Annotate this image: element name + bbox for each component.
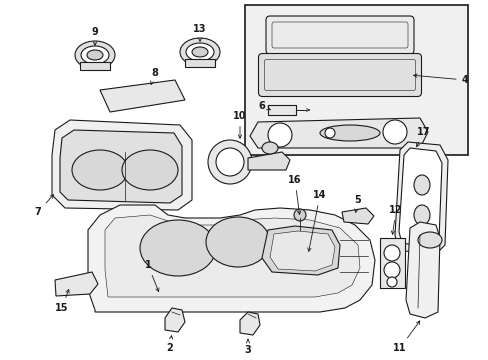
Ellipse shape bbox=[319, 125, 379, 141]
Ellipse shape bbox=[81, 46, 109, 64]
Text: 14: 14 bbox=[307, 190, 326, 251]
Text: 3: 3 bbox=[244, 339, 251, 355]
Polygon shape bbox=[52, 120, 192, 210]
Polygon shape bbox=[405, 222, 439, 318]
Text: 16: 16 bbox=[287, 175, 301, 214]
Text: 10: 10 bbox=[233, 111, 246, 138]
Polygon shape bbox=[249, 118, 427, 148]
Text: 17: 17 bbox=[416, 127, 430, 147]
Polygon shape bbox=[164, 308, 184, 332]
Polygon shape bbox=[60, 130, 182, 203]
Text: 8: 8 bbox=[150, 68, 158, 85]
Text: 5: 5 bbox=[354, 195, 361, 212]
Ellipse shape bbox=[262, 142, 278, 154]
FancyBboxPatch shape bbox=[265, 16, 413, 54]
Text: 7: 7 bbox=[35, 195, 53, 217]
Text: 6: 6 bbox=[258, 101, 270, 111]
Text: 2: 2 bbox=[166, 336, 173, 353]
Polygon shape bbox=[240, 312, 260, 335]
Text: 4: 4 bbox=[413, 74, 468, 85]
Polygon shape bbox=[55, 272, 98, 296]
FancyBboxPatch shape bbox=[258, 54, 421, 96]
Polygon shape bbox=[100, 80, 184, 112]
Polygon shape bbox=[394, 142, 447, 255]
Polygon shape bbox=[262, 226, 339, 275]
Polygon shape bbox=[398, 148, 441, 248]
Polygon shape bbox=[341, 208, 373, 224]
Ellipse shape bbox=[383, 262, 399, 278]
Ellipse shape bbox=[140, 220, 216, 276]
Ellipse shape bbox=[413, 175, 429, 195]
Text: 15: 15 bbox=[55, 289, 69, 313]
Polygon shape bbox=[105, 215, 359, 297]
Polygon shape bbox=[88, 205, 374, 312]
Ellipse shape bbox=[382, 120, 406, 144]
Ellipse shape bbox=[75, 41, 115, 69]
Bar bbox=[80, 62, 110, 70]
Ellipse shape bbox=[417, 232, 441, 248]
Polygon shape bbox=[269, 231, 334, 271]
Text: 12: 12 bbox=[388, 205, 402, 234]
Text: 9: 9 bbox=[91, 27, 98, 45]
Bar bbox=[244, 5, 467, 155]
Ellipse shape bbox=[205, 217, 269, 267]
Ellipse shape bbox=[72, 150, 128, 190]
Ellipse shape bbox=[293, 209, 305, 221]
Bar bbox=[379, 238, 404, 288]
Ellipse shape bbox=[192, 47, 207, 57]
Ellipse shape bbox=[207, 140, 251, 184]
Bar bbox=[267, 105, 295, 115]
Ellipse shape bbox=[216, 148, 244, 176]
Ellipse shape bbox=[325, 128, 334, 138]
Ellipse shape bbox=[383, 245, 399, 261]
Ellipse shape bbox=[185, 43, 214, 61]
Ellipse shape bbox=[180, 38, 220, 66]
Ellipse shape bbox=[87, 50, 103, 60]
Ellipse shape bbox=[122, 150, 178, 190]
Ellipse shape bbox=[267, 123, 291, 147]
Text: 1: 1 bbox=[144, 260, 159, 292]
Text: 11: 11 bbox=[392, 321, 419, 353]
Polygon shape bbox=[247, 152, 289, 170]
Text: 13: 13 bbox=[193, 24, 206, 41]
Bar bbox=[184, 59, 215, 67]
Ellipse shape bbox=[413, 205, 429, 225]
Ellipse shape bbox=[386, 277, 396, 287]
